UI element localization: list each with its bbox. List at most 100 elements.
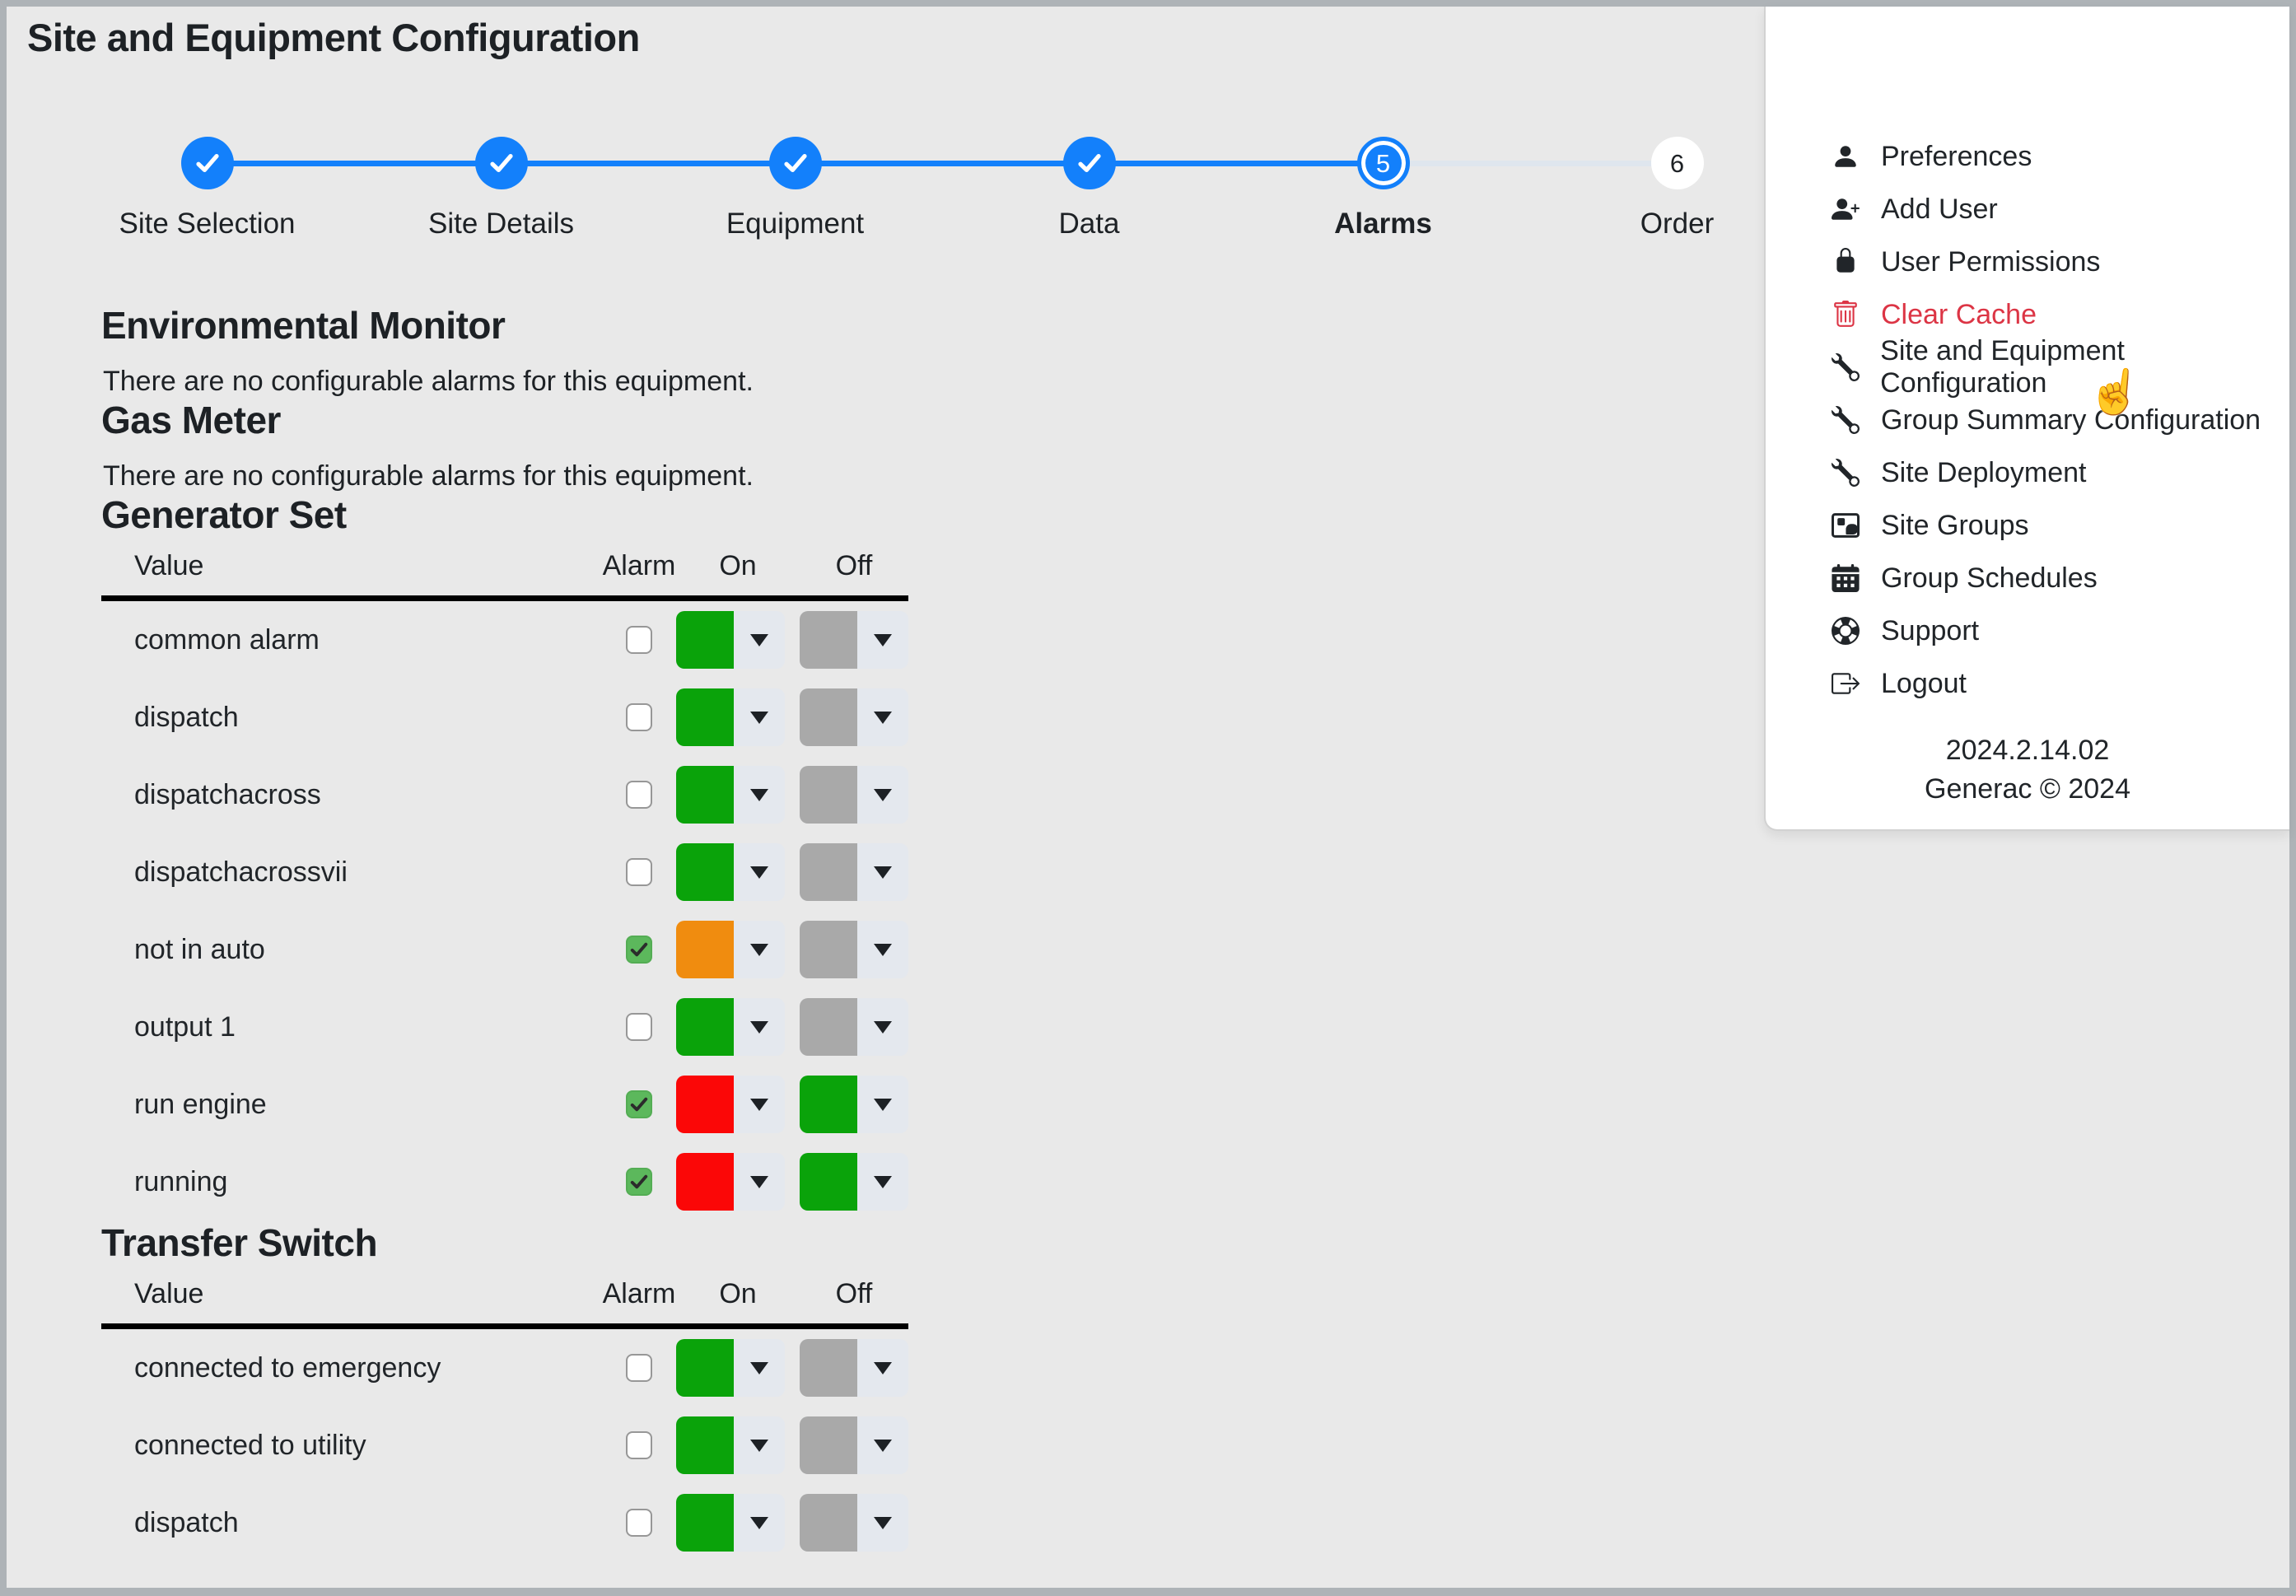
on-color-swatch (676, 1076, 734, 1133)
check-icon (488, 150, 515, 176)
on-color-swatch (676, 688, 734, 746)
menu-item-group-summary-configuration[interactable]: Group Summary Configuration (1766, 394, 2289, 446)
stepper-step-data[interactable]: Data (942, 137, 1236, 240)
menu-item-support[interactable]: Support (1766, 604, 2289, 657)
off-color-select[interactable] (800, 1494, 908, 1552)
menu-item-user-permissions[interactable]: User Permissions (1766, 236, 2289, 288)
chevron-down-icon (734, 712, 785, 724)
chevron-down-icon (857, 634, 908, 646)
person-icon (1830, 141, 1861, 172)
off-color-select[interactable] (800, 843, 908, 901)
menu-item-preferences[interactable]: Preferences (1766, 130, 2289, 183)
on-color-select[interactable] (676, 766, 785, 824)
alarm-checkbox[interactable] (626, 1168, 652, 1196)
stepper-step-order[interactable]: 6 Order (1530, 137, 1824, 240)
on-color-select[interactable] (676, 1076, 785, 1133)
on-color-select[interactable] (676, 1494, 785, 1552)
on-color-swatch (676, 766, 734, 824)
row-value-label: dispatchacrossvii (134, 856, 348, 888)
step-circle[interactable]: 5 (1356, 137, 1410, 189)
stepper-step-site-selection[interactable]: Site Selection (60, 137, 354, 240)
table-row-dispatch: dispatch (101, 679, 908, 756)
check-icon (629, 940, 649, 959)
chevron-down-icon (734, 1099, 785, 1111)
off-color-select[interactable] (800, 1416, 908, 1474)
step-circle[interactable] (768, 137, 822, 189)
menu-item-add-user[interactable]: Add User (1766, 183, 2289, 236)
off-color-swatch (800, 1153, 857, 1211)
stepper-step-alarms[interactable]: 5 Alarms (1236, 137, 1530, 240)
on-color-swatch (676, 1416, 734, 1474)
alarm-checkbox[interactable] (626, 1509, 652, 1537)
chevron-down-icon (857, 1517, 908, 1529)
off-color-select[interactable] (800, 1076, 908, 1133)
stepper-step-site-details[interactable]: Site Details (354, 137, 648, 240)
step-circle[interactable] (180, 137, 234, 189)
row-value-label: dispatchacross (134, 778, 321, 810)
on-color-swatch (676, 921, 734, 978)
alarm-checkbox[interactable] (626, 858, 652, 886)
on-color-select[interactable] (676, 688, 785, 746)
off-color-select[interactable] (800, 1339, 908, 1397)
step-circle[interactable] (474, 137, 528, 189)
alarm-checkbox[interactable] (626, 936, 652, 964)
on-color-select[interactable] (676, 1339, 785, 1397)
calendar-icon (1830, 562, 1861, 594)
alarm-table-header: Value Alarm On Off (101, 1278, 908, 1329)
on-color-select[interactable] (676, 998, 785, 1056)
logout-icon (1830, 668, 1861, 699)
check-icon (1076, 150, 1103, 176)
chevron-down-icon (734, 1176, 785, 1188)
off-color-select[interactable] (800, 998, 908, 1056)
on-color-select[interactable] (676, 843, 785, 901)
alarm-checkbox[interactable] (626, 626, 652, 654)
chevron-down-icon (857, 1176, 908, 1188)
menu-item-logout[interactable]: Logout (1766, 657, 2289, 710)
table-row-dispatchacrossvii: dispatchacrossvii (101, 833, 908, 911)
on-color-select[interactable] (676, 1153, 785, 1211)
menu-item-group-schedules[interactable]: Group Schedules (1766, 552, 2289, 604)
section-heading: Gas Meter (101, 399, 281, 441)
step-circle[interactable] (1062, 137, 1116, 189)
off-color-select[interactable] (800, 921, 908, 978)
alarm-checkbox[interactable] (626, 1354, 652, 1382)
off-color-swatch (800, 843, 857, 901)
off-color-select[interactable] (800, 1153, 908, 1211)
row-value-label: running (134, 1165, 228, 1197)
on-color-select[interactable] (676, 1416, 785, 1474)
menu-item-label: Add User (1881, 193, 1998, 225)
menu-item-site-deployment[interactable]: Site Deployment (1766, 446, 2289, 499)
check-icon (629, 1172, 649, 1192)
alarm-table-header: Value Alarm On Off (101, 550, 908, 601)
step-label: Data (1058, 208, 1120, 240)
off-color-swatch (800, 1076, 857, 1133)
chevron-down-icon (857, 1099, 908, 1111)
alarm-checkbox[interactable] (626, 1013, 652, 1041)
stepper-step-equipment[interactable]: Equipment (648, 137, 942, 240)
alarm-checkbox[interactable] (626, 781, 652, 809)
equipment-section-generator-set: Generator Set Value Alarm On Off common … (101, 492, 1024, 1220)
table-row-dispatch: dispatch (101, 1484, 908, 1561)
stepper-connector-upcoming (1383, 161, 1678, 166)
chevron-down-icon (734, 789, 785, 801)
section-heading: Environmental Monitor (101, 304, 506, 347)
off-color-select[interactable] (800, 688, 908, 746)
on-color-swatch (676, 1494, 734, 1552)
on-color-select[interactable] (676, 921, 785, 978)
on-color-select[interactable] (676, 611, 785, 669)
off-color-select[interactable] (800, 611, 908, 669)
alarm-checkbox[interactable] (626, 703, 652, 731)
step-circle[interactable]: 6 (1650, 137, 1704, 189)
menu-item-site-groups[interactable]: Site Groups (1766, 499, 2289, 552)
menu-item-site-and-equipment-configuration[interactable]: Site and Equipment Configuration (1766, 335, 2289, 399)
step-number: 6 (1669, 148, 1685, 178)
menu-item-clear-cache[interactable]: Clear Cache (1766, 288, 2289, 341)
alarm-checkbox[interactable] (626, 1090, 652, 1118)
table-row-not-in-auto: not in auto (101, 911, 908, 988)
trash-icon (1830, 299, 1861, 330)
no-alarms-message: There are no configurable alarms for thi… (103, 460, 754, 492)
off-color-select[interactable] (800, 766, 908, 824)
alarm-checkbox[interactable] (626, 1431, 652, 1459)
menu-item-label: Clear Cache (1881, 298, 2037, 330)
column-header-value: Value (134, 1278, 204, 1309)
